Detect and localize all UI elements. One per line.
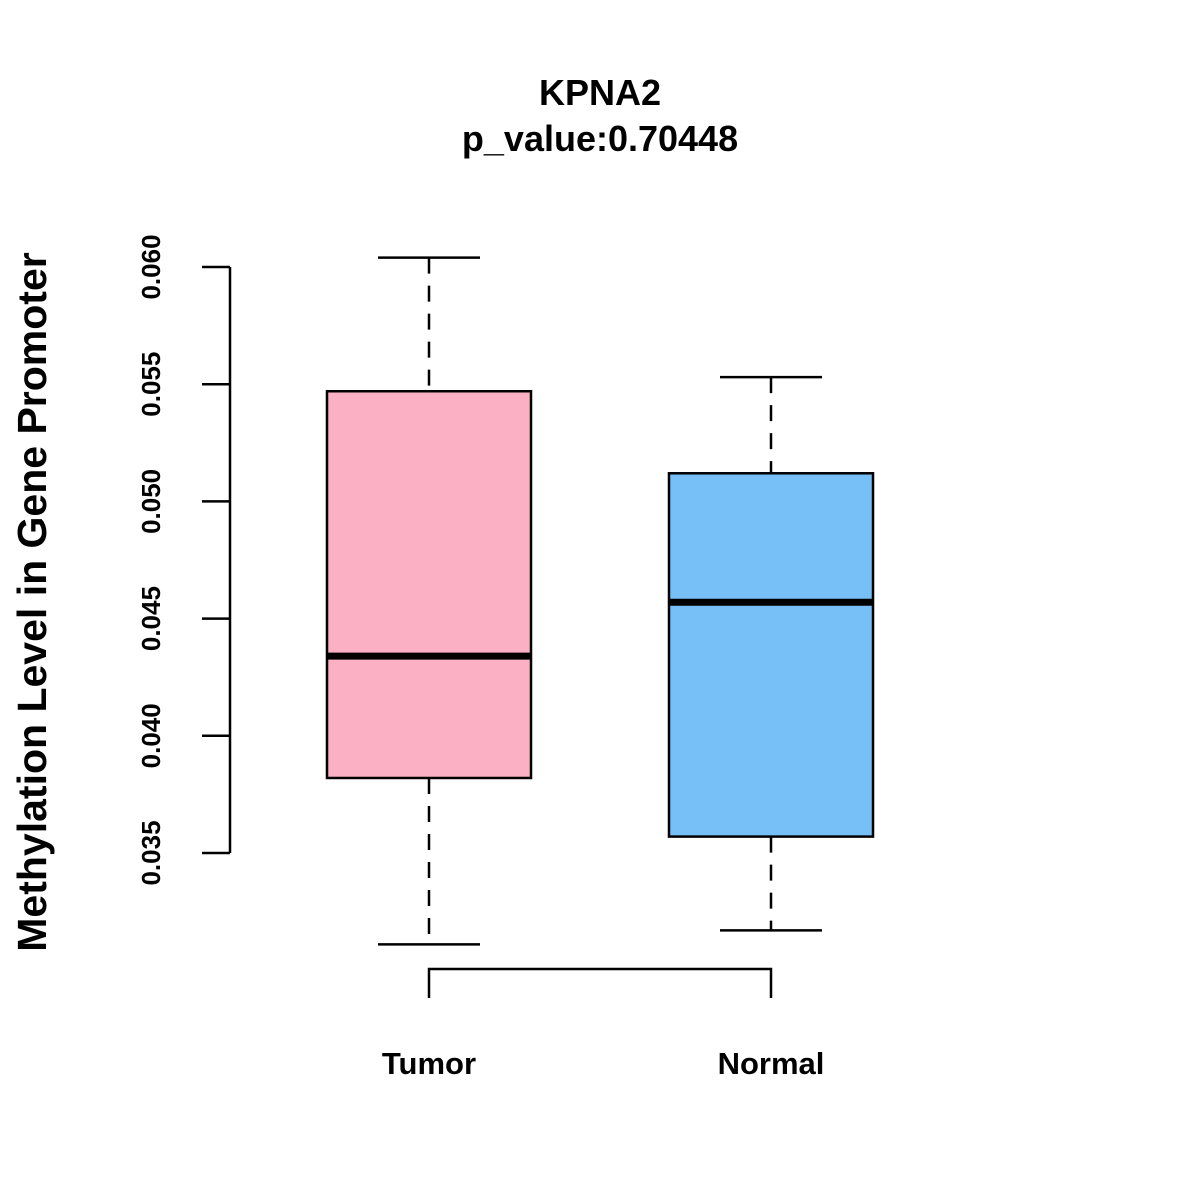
chart-title: KPNA2 (539, 72, 661, 113)
x-category-label: Tumor (382, 1046, 476, 1081)
y-tick-label: 0.050 (136, 469, 166, 534)
box-tumor (325, 256, 533, 946)
comparison-bracket-layer (427, 967, 773, 998)
y-tick-label: 0.040 (136, 703, 166, 768)
y-tick-label: 0.060 (136, 234, 166, 299)
boxes-layer (325, 256, 875, 946)
chart-subtitle: p_value:0.70448 (462, 118, 738, 159)
comparison-bracket (427, 967, 773, 998)
y-tick-label: 0.055 (136, 352, 166, 417)
x-category-label: Normal (718, 1046, 825, 1081)
y-axis-label: Methylation Level in Gene Promoter (9, 252, 55, 951)
y-tick-label: 0.035 (136, 820, 166, 885)
iqr-box (667, 472, 875, 838)
iqr-box (325, 389, 533, 780)
y-tick-label: 0.045 (136, 586, 166, 651)
x-category-labels: Tumor Normal (382, 1046, 824, 1081)
y-axis: 0.035 0.040 0.045 0.050 0.055 0.060 (136, 234, 232, 886)
box-normal (667, 375, 875, 932)
